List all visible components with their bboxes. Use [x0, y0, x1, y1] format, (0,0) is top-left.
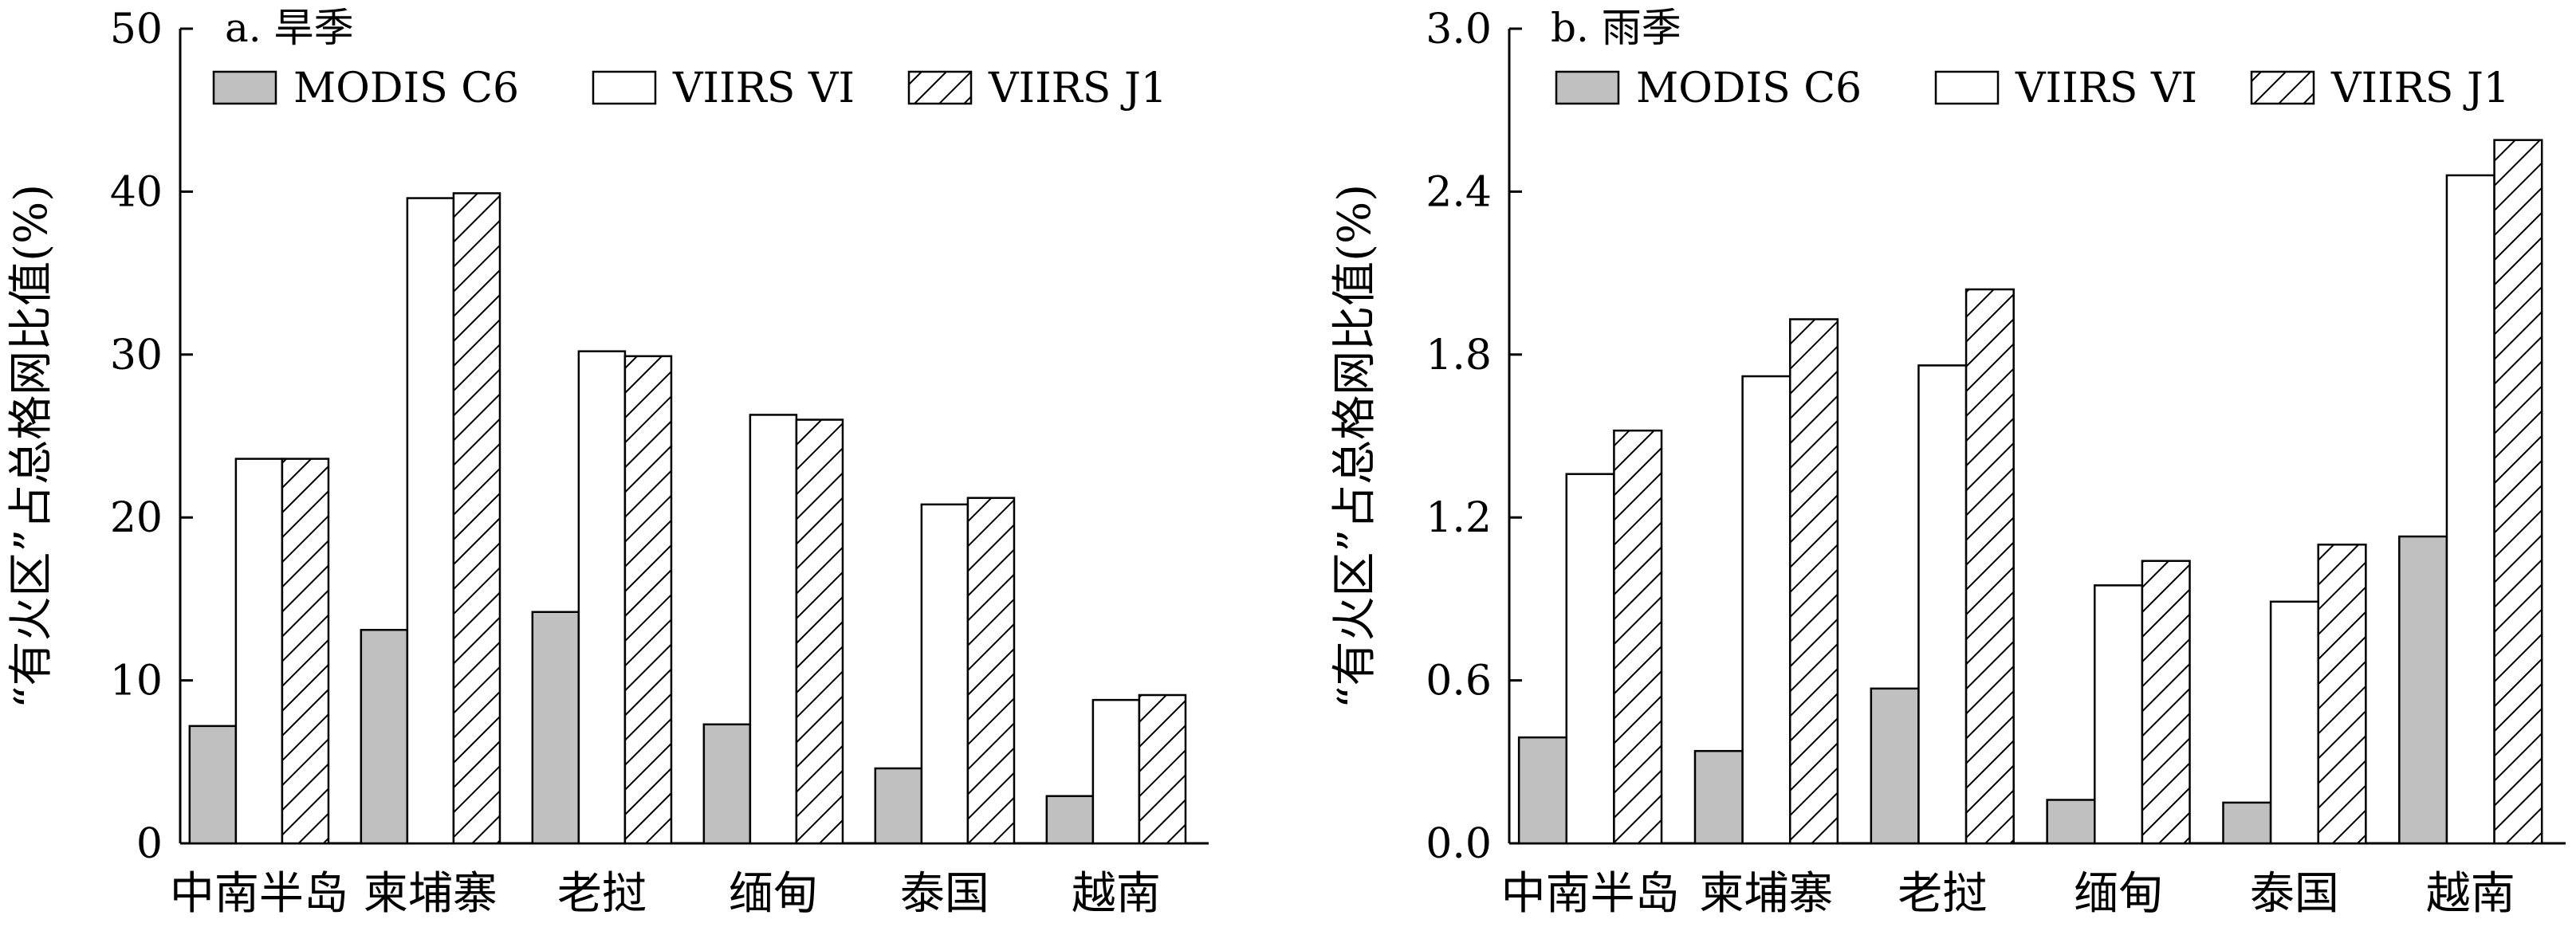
bar	[2046, 799, 2096, 845]
y-tick-label: 0	[136, 820, 163, 868]
bar	[188, 725, 238, 845]
bar	[531, 611, 580, 845]
bar	[920, 503, 969, 845]
x-category-label: 泰国	[2250, 868, 2339, 920]
y-tick-label: 3.0	[1426, 6, 1492, 53]
bar	[2141, 560, 2191, 845]
bar	[702, 723, 752, 845]
bar	[1045, 795, 1095, 845]
legend-label: MODIS C6	[1636, 65, 1862, 112]
legend-label: VIIRS J1	[988, 65, 1167, 112]
x-category-label: 柬埔寨	[364, 868, 498, 920]
x-category-label: 越南	[2426, 868, 2515, 920]
bar	[2269, 600, 2319, 845]
x-category-label: 柬埔寨	[1699, 868, 1833, 920]
x-category-label: 缅甸	[729, 868, 818, 920]
plot-area: 0.0 0.6 1.2 1.8 2.4 3.0 中南半岛 柬埔寨 老挝 缅甸 泰国 越南 MODIS C…	[1426, 6, 2566, 920]
x-category-label: 泰国	[900, 868, 989, 920]
y-tick-label: 0.0	[1426, 820, 1492, 868]
bar	[577, 350, 627, 845]
y-tick-label: 30	[110, 332, 163, 379]
bar	[1138, 693, 1187, 845]
bar	[1565, 473, 1615, 845]
bar	[749, 414, 798, 845]
bar	[1613, 429, 1663, 845]
y-axis-title: “有火区”占总格网比值(%)	[6, 184, 57, 709]
bar	[2094, 584, 2144, 845]
y-tick-label: 1.2	[1426, 494, 1492, 542]
x-category-label: 中南半岛	[170, 868, 348, 920]
bar	[966, 497, 1016, 845]
bar	[281, 458, 330, 845]
bar	[2493, 139, 2543, 845]
x-category-label: 缅甸	[2074, 868, 2163, 920]
bar	[874, 767, 923, 845]
legend-label: VIIRS VI	[672, 65, 855, 112]
bar	[360, 628, 409, 845]
y-tick-label: 1.8	[1426, 332, 1492, 379]
bar	[1788, 318, 1839, 845]
bar	[2398, 535, 2448, 845]
legend-swatch	[212, 70, 277, 105]
panel-title: a. 旱季	[225, 5, 354, 51]
bar	[1741, 375, 1791, 845]
legend-swatch	[592, 70, 657, 105]
legend-swatch	[1934, 70, 2000, 105]
y-tick-label: 10	[110, 658, 163, 705]
bar	[1870, 687, 1920, 845]
bar	[2222, 801, 2272, 845]
legend-label: MODIS C6	[293, 65, 519, 112]
y-tick-label: 2.4	[1426, 168, 1492, 216]
x-category-label: 越南	[1072, 868, 1161, 920]
x-category-label: 中南半岛	[1501, 868, 1680, 920]
bar	[795, 418, 844, 845]
legend-swatch	[1555, 70, 1620, 105]
plot-area: 0 10 20 30 40 50 中南半岛 柬埔寨 老挝 缅甸 泰国 越南 MODIS C6 VIIRS …	[110, 6, 1209, 920]
legend-swatch	[2250, 70, 2315, 105]
panel-wet-season: b. 雨季 “有火区”占总格网比值(%) 0.0 0.6 1.2 1.8 2.4 3.0 中…	[1329, 5, 2566, 920]
bar	[1917, 364, 1968, 845]
bar	[1091, 698, 1141, 845]
bar	[234, 458, 284, 845]
y-tick-label: 0.6	[1426, 658, 1492, 705]
bar	[1693, 749, 1744, 845]
bar	[2445, 174, 2495, 845]
y-axis-title: “有火区”占总格网比值(%)	[1329, 184, 1381, 709]
panel-title: b. 雨季	[1551, 5, 1681, 51]
bar	[406, 197, 455, 845]
x-category-label: 老挝	[557, 868, 647, 920]
y-tick-label: 50	[110, 6, 163, 53]
legend-label: VIIRS VI	[2015, 65, 2197, 112]
bar	[452, 192, 501, 845]
panel-dry-season: a. 旱季 “有火区”占总格网比值(%) 0 10 20 30 40 50 中南半岛 柬埔寨 老…	[6, 5, 1209, 920]
x-category-label: 老挝	[1898, 868, 1987, 920]
y-tick-label: 20	[110, 494, 163, 542]
bar	[2317, 544, 2367, 845]
bar	[623, 355, 673, 845]
legend-label: VIIRS J1	[2330, 65, 2510, 112]
bar	[1964, 288, 2015, 845]
legend-swatch	[907, 70, 973, 105]
bar	[1517, 736, 1568, 845]
y-tick-label: 40	[110, 168, 163, 216]
